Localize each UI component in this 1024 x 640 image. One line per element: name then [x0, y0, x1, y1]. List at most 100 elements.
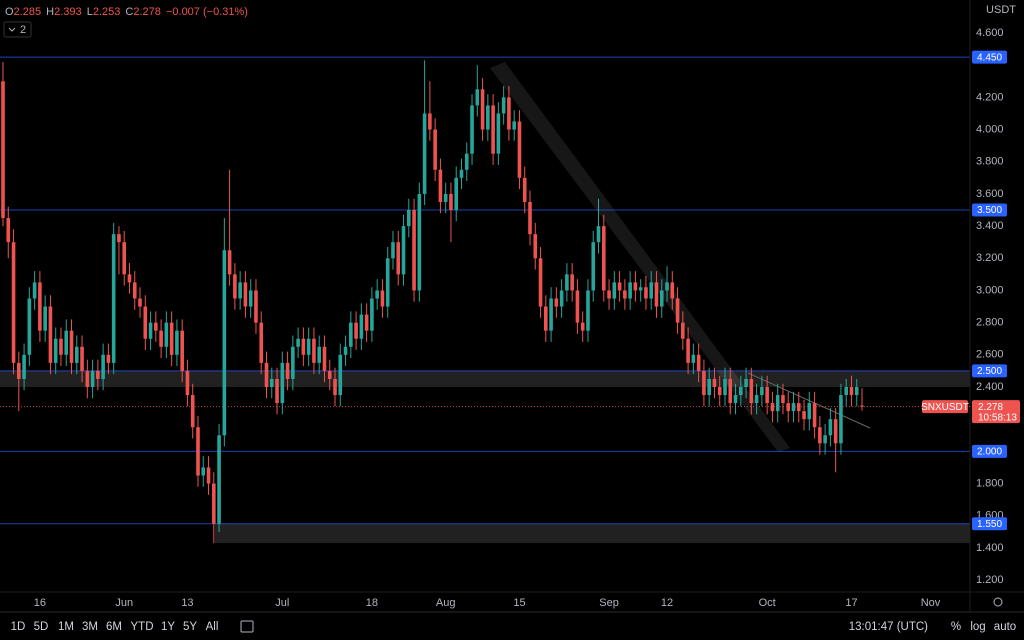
candle-body	[517, 121, 522, 178]
percent-toggle[interactable]: %	[951, 621, 961, 633]
y-tick-label: 2.800	[976, 317, 1004, 329]
candle-body	[380, 290, 385, 307]
candle-body	[559, 290, 564, 307]
candle-body	[575, 290, 580, 323]
candle-body	[296, 338, 300, 347]
candle-body	[375, 290, 379, 299]
timeframe-button[interactable]: 1D	[11, 621, 26, 633]
candle-body	[106, 354, 111, 363]
candle-body	[412, 209, 416, 291]
candle-body	[507, 97, 511, 130]
timeframe-button[interactable]: All	[206, 621, 219, 633]
timeframe-button[interactable]: 5D	[34, 621, 49, 633]
y-tick-label: 2.600	[976, 349, 1004, 361]
candle-body	[475, 89, 480, 106]
candle-body	[11, 242, 16, 363]
x-tick-label: Jun	[115, 597, 133, 609]
candle-body	[480, 89, 485, 130]
y-tick-label: 1.800	[976, 477, 1004, 489]
y-tick-label: 4.000	[976, 123, 1004, 135]
y-tick-label: 1.400	[976, 542, 1004, 554]
y-tick-label: 1.200	[976, 574, 1004, 586]
level-label: 1.550	[977, 519, 1002, 530]
candle-body	[406, 209, 411, 227]
candle-body	[659, 290, 664, 307]
candle-body	[554, 298, 559, 307]
level-tag	[972, 517, 1007, 531]
candle-body	[707, 378, 711, 396]
timeframe-button[interactable]: 6M	[106, 621, 122, 633]
candle-body	[644, 287, 648, 299]
candle-body	[59, 338, 63, 355]
candle-body	[691, 354, 696, 363]
level-label: 2.500	[977, 366, 1002, 377]
timeframe-button[interactable]: 1M	[58, 621, 74, 633]
candle-body	[533, 234, 538, 259]
candle-body	[132, 282, 137, 299]
candle-body	[665, 282, 669, 291]
candle-body	[723, 378, 727, 396]
candle-body	[486, 105, 490, 130]
candle-body	[675, 298, 680, 323]
candle-body	[327, 370, 332, 379]
candle-body	[828, 419, 833, 436]
level-label: 4.450	[977, 52, 1002, 63]
candle-body	[354, 322, 358, 339]
candle-body	[306, 338, 311, 355]
date-range-icon[interactable]	[240, 620, 254, 633]
x-tick-label: Jul	[275, 597, 289, 609]
candle-body	[670, 282, 675, 299]
candle-body	[301, 338, 306, 355]
candle-body	[717, 386, 722, 396]
candle-body	[401, 226, 406, 275]
candle-body	[607, 290, 611, 299]
log-toggle[interactable]: log	[970, 621, 985, 633]
timeframe-button[interactable]: 3M	[82, 621, 98, 633]
candle-body	[839, 395, 843, 444]
candle-body	[370, 298, 374, 331]
candle-body	[786, 403, 791, 412]
candle-body	[549, 298, 553, 331]
candle-body	[343, 346, 348, 355]
x-tick-label: 18	[366, 597, 378, 609]
candle-body	[190, 395, 195, 428]
level-label: 2.000	[977, 447, 1002, 458]
candle-body	[617, 282, 622, 291]
candle-body	[586, 290, 590, 331]
candle-body	[122, 242, 127, 275]
candle-body	[164, 322, 169, 347]
x-tick-label: 16	[34, 597, 46, 609]
candle-body	[739, 386, 743, 396]
timeframe-button[interactable]: YTD	[131, 621, 154, 633]
candle-body	[396, 242, 401, 275]
level-tag	[972, 50, 1007, 64]
timeframe-button[interactable]: 1Y	[161, 621, 175, 633]
candle-body	[90, 370, 95, 387]
candle-body	[580, 322, 585, 331]
label: H	[46, 6, 54, 18]
candle-body	[686, 338, 690, 363]
candle-body	[807, 403, 812, 420]
settings-icon[interactable]	[993, 597, 1003, 607]
y-tick-label: 4.200	[976, 91, 1004, 103]
candle-body	[222, 250, 227, 436]
candle-body	[770, 403, 775, 412]
candle-body	[528, 201, 532, 235]
candle-body	[612, 282, 617, 299]
value: 2.393	[54, 6, 82, 18]
timeframe-button[interactable]: 5Y	[183, 621, 197, 633]
indicator-toggle[interactable]	[3, 21, 32, 38]
candle-body	[417, 193, 422, 291]
candle-body	[391, 242, 395, 259]
candle-body	[312, 338, 316, 363]
candle-body	[649, 282, 654, 299]
candle-body	[196, 427, 200, 476]
candle-body	[496, 113, 501, 154]
candle-body	[53, 338, 58, 363]
candle-body	[654, 282, 659, 307]
level-label: 3.500	[977, 205, 1002, 216]
auto-toggle[interactable]: auto	[994, 621, 1016, 633]
candle-body	[254, 290, 258, 323]
candle-body	[333, 378, 337, 396]
